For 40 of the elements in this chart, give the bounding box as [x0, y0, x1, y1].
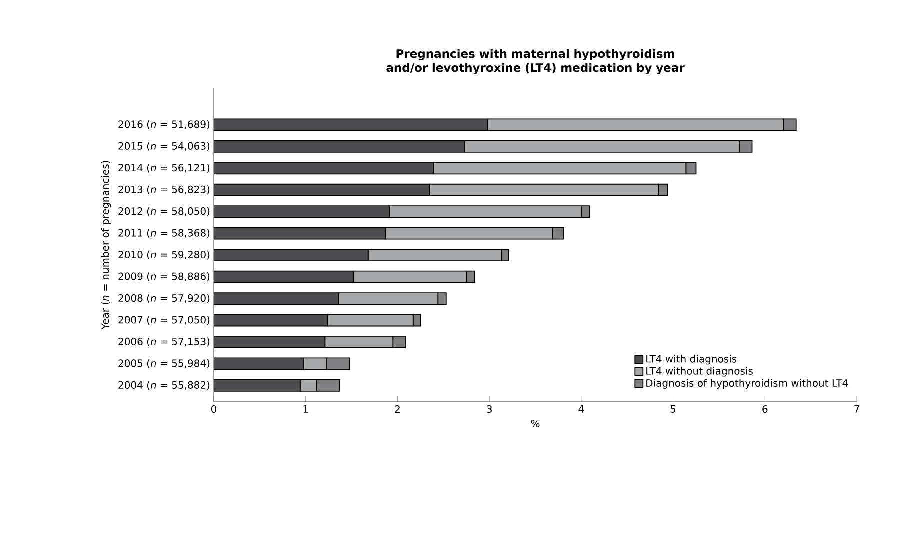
x-tick-label: 7	[854, 406, 860, 413]
bar	[214, 140, 466, 153]
x-axis-title: %	[531, 420, 540, 428]
bar	[214, 118, 488, 132]
y-tick-label: 2015 (n = 54,063)	[118, 142, 210, 152]
bar	[214, 358, 304, 370]
bar	[214, 292, 340, 305]
y-tick-label: 2006 (n = 57,153)	[118, 338, 210, 347]
bar	[214, 206, 390, 218]
x-tick-label: 2	[395, 406, 400, 413]
y-tick-label: 2012 (n = 58,050)	[118, 207, 210, 216]
bar	[214, 162, 434, 175]
chart-title: Pregnancies with maternal hypothyroidism and/or levothyroxine (LT4) medication by year	[386, 49, 685, 74]
y-tick-label: 2016 (n = 51,689)	[118, 120, 210, 130]
y-tick-label: 2008 (n = 57,920)	[118, 294, 210, 304]
bar	[214, 336, 326, 348]
bar	[214, 379, 301, 392]
bar	[214, 270, 354, 284]
y-tick-label: 2004 (n = 55,882)	[118, 381, 210, 390]
x-tick-label: 6	[762, 406, 768, 414]
bar	[214, 249, 369, 262]
bar	[214, 184, 430, 196]
bar	[214, 314, 328, 327]
y-tick-label: 2009 (n = 58,886)	[118, 272, 210, 282]
x-tick-label: 1	[304, 406, 308, 413]
legend-label: LT4 with diagnosis	[646, 355, 737, 365]
x-tick-label: 4	[578, 406, 584, 413]
legend-label: Diagnosis of hypothyroidism without LT4	[646, 379, 848, 389]
legend-label: LT4 without diagnosis	[646, 367, 753, 377]
x-tick-label: 5	[670, 406, 676, 413]
y-tick-label: 2005 (n = 55,984)	[118, 360, 210, 368]
y-axis-title: Year (n = number of pregnancies)	[101, 161, 112, 330]
y-tick-label: 2011 (n = 58,368)	[118, 229, 210, 238]
y-tick-label: 2013 (n = 56,823)	[118, 186, 210, 195]
y-tick-label: 2010 (n = 59,280)	[118, 250, 210, 260]
y-tick-label: 2014 (n = 56,121)	[118, 164, 210, 173]
x-tick-label: 3	[487, 406, 492, 414]
bar	[214, 227, 386, 240]
x-tick-label: 0	[211, 406, 217, 414]
y-tick-label: 2007 (n = 57,050)	[118, 316, 210, 325]
